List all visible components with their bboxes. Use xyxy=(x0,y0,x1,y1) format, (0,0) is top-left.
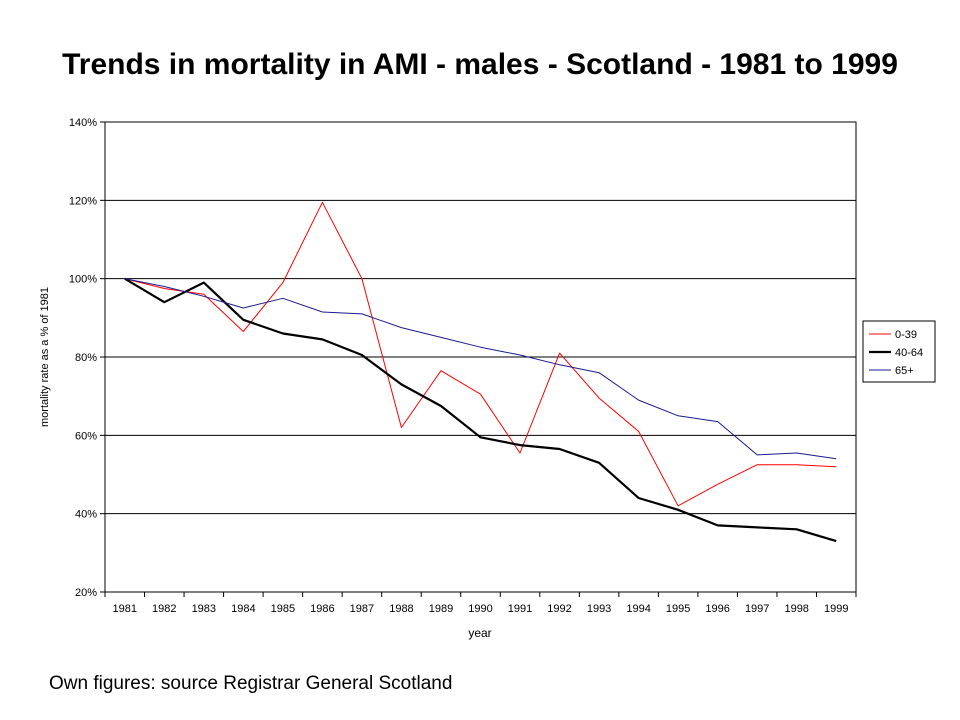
y-tick-label: 140% xyxy=(69,117,97,129)
x-tick-label: 1983 xyxy=(192,603,216,615)
legend-label: 65+ xyxy=(895,365,914,377)
x-tick-label: 1982 xyxy=(152,603,176,615)
x-tick-label: 1985 xyxy=(271,603,295,615)
series-line-0-39 xyxy=(124,201,837,507)
x-tick-label: 1999 xyxy=(824,603,848,615)
y-tick-label: 120% xyxy=(69,195,97,207)
source-caption: Own figures: source Registrar General Sc… xyxy=(49,673,453,694)
x-tick-label: 1991 xyxy=(508,603,532,615)
x-tick-label: 1995 xyxy=(666,603,690,615)
y-axis-ticks: 20% 40% 60% 80% 100% 120% 140% xyxy=(69,117,105,599)
legend-label: 0-39 xyxy=(895,329,917,341)
x-tick-label: 1987 xyxy=(350,603,374,615)
x-tick-label: 1996 xyxy=(705,603,729,615)
legend-label: 40-64 xyxy=(895,347,923,359)
y-axis-label: mortality rate as a % of 1981 xyxy=(39,287,51,427)
x-tick-label: 1981 xyxy=(113,603,137,615)
series-line-40-64 xyxy=(124,277,837,543)
gridlines xyxy=(105,199,856,515)
x-tick-label: 1986 xyxy=(310,603,334,615)
x-tick-label: 1997 xyxy=(745,603,769,615)
x-tick-label: 1993 xyxy=(587,603,611,615)
x-tick-label: 1990 xyxy=(468,603,492,615)
y-tick-label: 100% xyxy=(69,274,97,286)
x-tick-label: 1984 xyxy=(231,603,255,615)
x-axis-ticks: 1981 1982 1983 1984 1985 1986 1987 1988 1989 1990… xyxy=(104,592,857,615)
y-tick-label: 20% xyxy=(75,587,97,599)
x-tick-label: 1989 xyxy=(429,603,453,615)
x-tick-label: 1994 xyxy=(626,603,650,615)
x-tick-label: 1992 xyxy=(547,603,571,615)
series-line-65+ xyxy=(124,278,837,460)
x-tick-label: 1988 xyxy=(389,603,413,615)
x-tick-label: 1998 xyxy=(784,603,808,615)
x-axis-label: year xyxy=(468,626,491,640)
y-tick-label: 40% xyxy=(75,509,97,521)
series-lines xyxy=(124,201,837,543)
y-tick-label: 80% xyxy=(75,352,97,364)
legend: 0-39 40-64 65+ xyxy=(862,320,936,383)
y-tick-label: 60% xyxy=(75,430,97,442)
chart-title: Trends in mortality in AMI - males - Sco… xyxy=(62,48,898,81)
